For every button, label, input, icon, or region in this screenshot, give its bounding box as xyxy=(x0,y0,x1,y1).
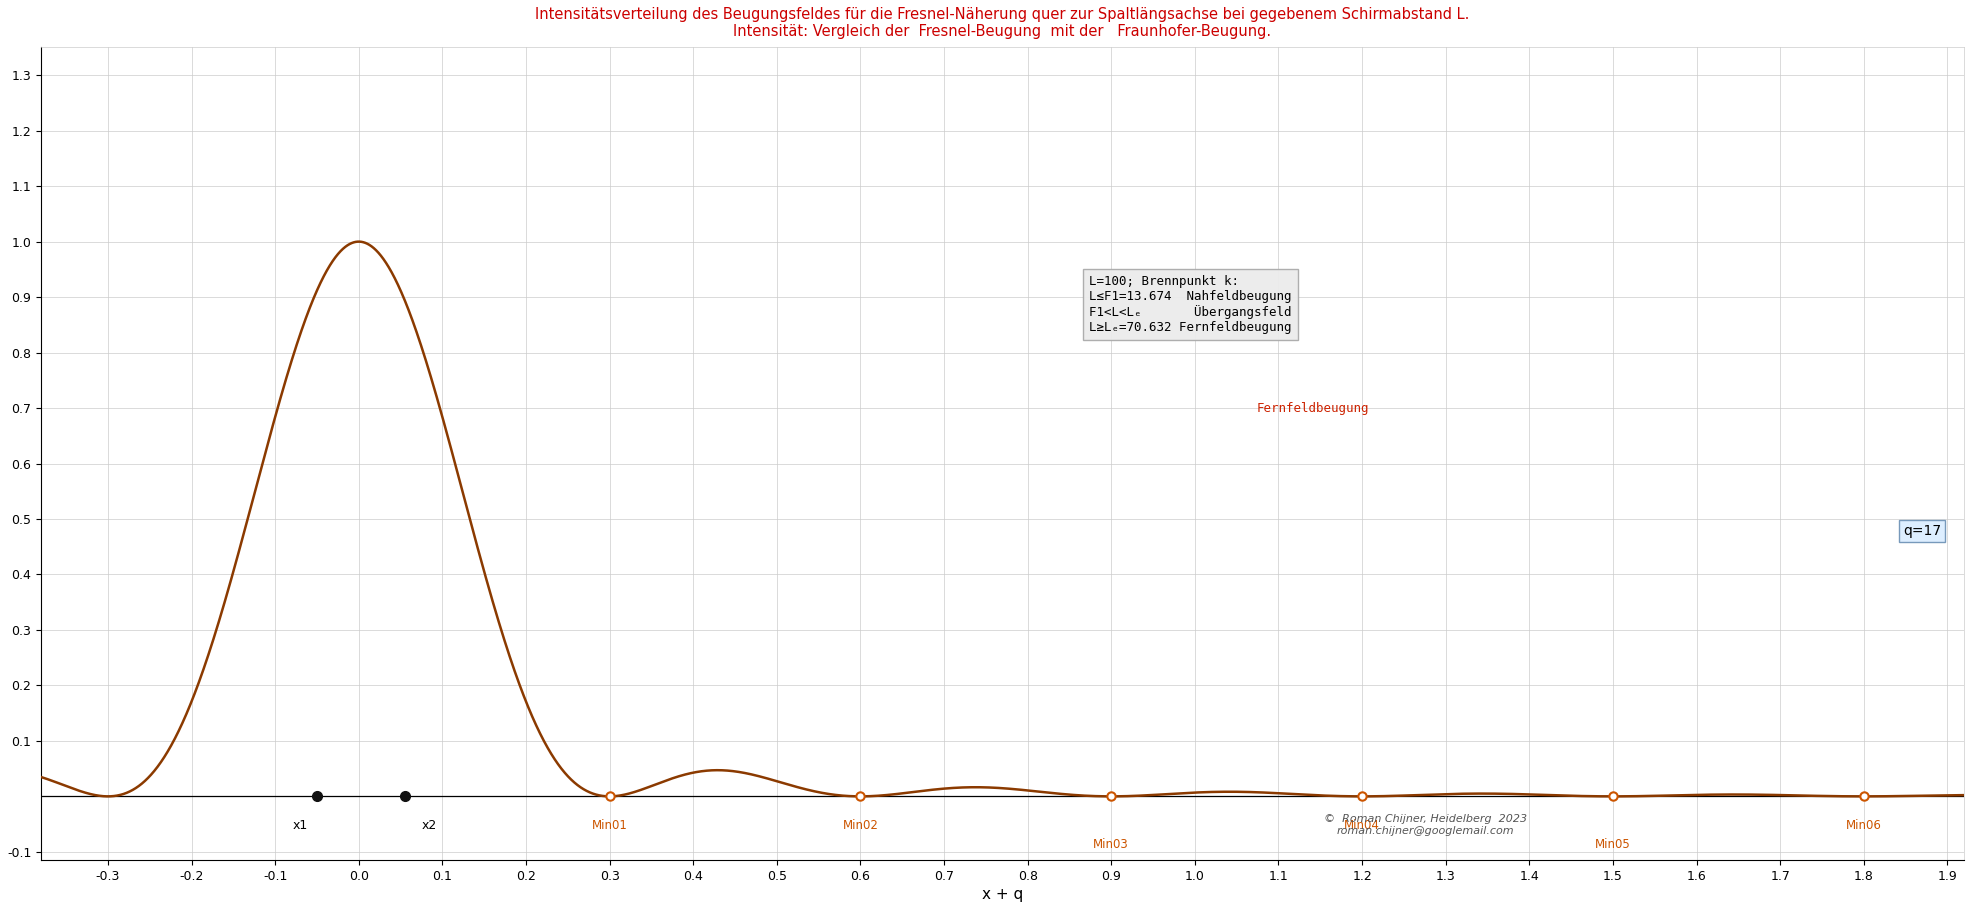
Text: Min02: Min02 xyxy=(842,819,879,832)
Text: Min06: Min06 xyxy=(1845,819,1882,832)
Text: Fernfeldbeugung: Fernfeldbeugung xyxy=(1256,402,1370,415)
Text: q=17: q=17 xyxy=(1902,524,1941,538)
Text: x2: x2 xyxy=(422,819,438,832)
Text: x1: x1 xyxy=(292,819,307,832)
Text: Min04: Min04 xyxy=(1344,819,1380,832)
X-axis label: x + q: x + q xyxy=(982,887,1023,902)
Text: Min01: Min01 xyxy=(591,819,627,832)
Text: Min05: Min05 xyxy=(1595,838,1630,851)
Text: L=100; Brennpunkt k:
L≤F1=13.674  Nahfeldbeugung
F1<L<Lₑ       Übergangsfeld
L≥L: L=100; Brennpunkt k: L≤F1=13.674 Nahfeld… xyxy=(1090,275,1291,335)
Text: Min03: Min03 xyxy=(1094,838,1129,851)
Text: ©  Roman Chijner, Heidelberg  2023
roman.chijner@googlemail.com: © Roman Chijner, Heidelberg 2023 roman.c… xyxy=(1325,814,1528,835)
Title: Intensitätsverteilung des Beugungsfeldes für die Fresnel-Näherung quer zur Spalt: Intensitätsverteilung des Beugungsfeldes… xyxy=(536,7,1470,39)
